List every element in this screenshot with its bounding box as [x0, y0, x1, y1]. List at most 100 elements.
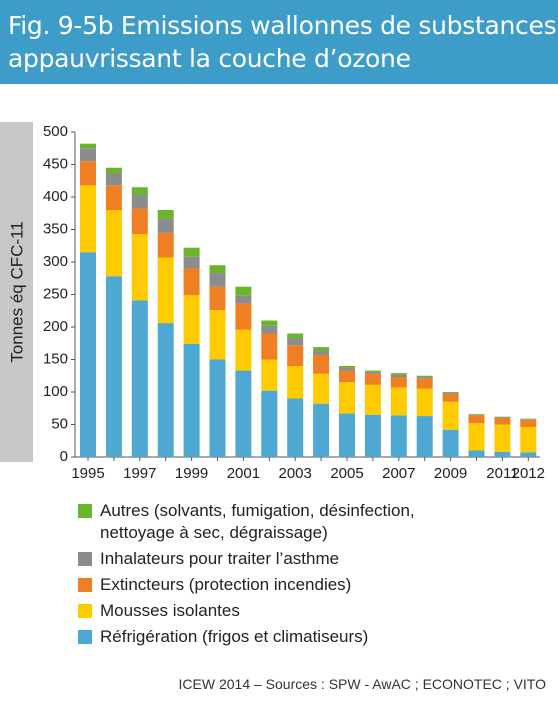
- bar-segment: [416, 377, 433, 379]
- x-tick-label: 1995: [71, 465, 104, 482]
- bar-segment: [390, 387, 407, 416]
- bar-segment: [520, 452, 537, 457]
- legend-label: Extincteurs (protection incendies): [100, 575, 352, 594]
- legend-label: Mousses isolantes: [100, 601, 240, 620]
- x-tick-label: 2011: [486, 465, 518, 482]
- legend-swatch: [78, 578, 92, 592]
- bar-segment: [416, 375, 433, 378]
- legend: Autres (solvants, fumigation, désinfecti…: [78, 500, 518, 652]
- y-tick-label: 250: [43, 285, 68, 302]
- bar-segment: [520, 419, 537, 428]
- x-tick-label: 2003: [279, 465, 312, 482]
- x-tick-label: 2009: [434, 465, 467, 482]
- bar-segment: [80, 148, 96, 162]
- bar-segment: [494, 424, 511, 452]
- y-tick-label: 450: [43, 155, 68, 172]
- bar-segment: [468, 414, 485, 416]
- bar-segment: [520, 419, 537, 420]
- bar-segment: [468, 423, 485, 451]
- bar-segment: [105, 210, 122, 277]
- bar-segment: [157, 257, 174, 324]
- bar-segment: [80, 161, 96, 186]
- bar-segment: [287, 338, 304, 346]
- bar-segment: [209, 286, 226, 311]
- bar-segment: [468, 415, 485, 424]
- bar-segment: [157, 210, 174, 220]
- bar-segment: [390, 374, 407, 378]
- y-tick-label: 300: [43, 253, 68, 270]
- bar-segment: [80, 143, 96, 149]
- bar-segment: [235, 286, 252, 296]
- legend-item: Mousses isolantes: [78, 600, 518, 622]
- bar-segment: [494, 418, 511, 425]
- bar-segment: [313, 354, 330, 374]
- bar-segment: [261, 333, 278, 360]
- bar-segment: [183, 268, 200, 296]
- bar-segment: [183, 343, 200, 457]
- legend-item: Inhalateurs pour traiter l’asthme: [78, 548, 518, 570]
- bar-segment: [183, 256, 200, 269]
- bar-segment: [183, 247, 200, 257]
- y-tick-label: 100: [43, 383, 68, 400]
- bar-segment: [287, 366, 304, 399]
- bar-segment: [131, 195, 148, 209]
- bar-segment: [131, 234, 148, 301]
- x-tick-label: 1999: [175, 465, 208, 482]
- bar-segment: [261, 390, 278, 457]
- bar-segment: [364, 414, 381, 457]
- bar-segment: [261, 325, 278, 334]
- bar-segment: [494, 451, 511, 457]
- title-banner: Fig. 9-5b Emissions wallonnes de substan…: [0, 0, 558, 84]
- bar-segment: [157, 219, 174, 233]
- bar-segment: [520, 418, 537, 420]
- y-label-box: [0, 122, 33, 462]
- bar-segment: [390, 373, 407, 375]
- bar-segment: [442, 393, 459, 402]
- bar-segment: [442, 401, 459, 430]
- bar-segment: [390, 377, 407, 388]
- y-tick-label: 200: [43, 318, 68, 335]
- bar-segment: [209, 273, 226, 287]
- bar-segment: [339, 382, 355, 414]
- y-tick-label: 150: [43, 350, 68, 367]
- bar-segment: [287, 398, 304, 457]
- bar-segment: [261, 320, 278, 326]
- bar-segment: [235, 329, 252, 371]
- bar-segment: [313, 403, 330, 457]
- legend-item: Autres (solvants, fumigation, désinfecti…: [78, 500, 518, 544]
- bar-segment: [339, 413, 355, 457]
- bar-segment: [157, 232, 174, 258]
- bar-segment: [131, 208, 148, 235]
- x-tick-label: 1997: [123, 465, 156, 482]
- bar-segment: [80, 252, 96, 457]
- bar-segment: [364, 371, 381, 374]
- bar-segment: [442, 392, 459, 393]
- bar-segment: [261, 359, 278, 391]
- x-tick-label: 2001: [227, 465, 260, 482]
- bar-segment: [339, 366, 355, 368]
- y-tick-label: 0: [60, 448, 68, 465]
- bar-segment: [105, 185, 122, 210]
- bar-segment: [494, 417, 511, 418]
- bar-segment: [416, 378, 433, 389]
- bar-segment: [520, 427, 537, 453]
- bar-segment: [442, 429, 459, 457]
- bar-segment: [209, 310, 226, 360]
- bar-segment: [468, 450, 485, 457]
- y-tick-label: 400: [43, 188, 68, 205]
- bar-segment: [287, 333, 304, 339]
- bar-segment: [416, 416, 433, 457]
- y-axis-label: Tonnes éq CFC-11: [7, 221, 26, 362]
- bar-segment: [157, 323, 174, 457]
- bar-segment: [105, 167, 122, 173]
- legend-item: Extincteurs (protection incendies): [78, 574, 518, 596]
- legend-label: Réfrigération (frigos et climatiseurs): [100, 627, 369, 646]
- legend-label: Inhalateurs pour traiter l’asthme: [100, 549, 340, 568]
- legend-item: Réfrigération (frigos et climatiseurs): [78, 626, 518, 648]
- bar-segment: [442, 392, 459, 394]
- legend-swatch: [78, 604, 92, 618]
- bar-segment: [105, 172, 122, 186]
- bar-segment: [468, 414, 485, 415]
